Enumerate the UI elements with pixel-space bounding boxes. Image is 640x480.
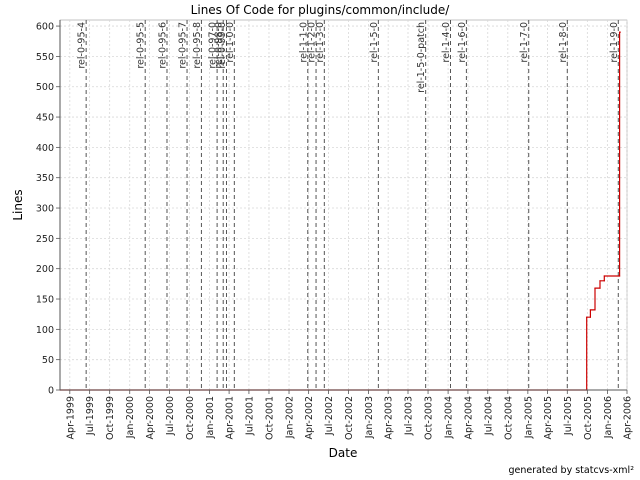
x-tick-label: Jul-2001 [244,396,255,436]
y-tick-label: 200 [36,264,54,275]
release-tag-label: rel-1-7-0 [519,22,530,63]
data-point [589,316,591,318]
x-tick-label: Oct-2005 [583,396,594,440]
release-tag-label: rel-0-98-0 [214,22,225,69]
release-tags: rel-0-95-4 rel-0-95-5 rel-0-95-6 rel-0-95-7… [77,20,620,390]
data-point [603,280,605,282]
x-tick-label: Jul-2005 [563,396,574,436]
x-tick-label: Jan-2006 [603,396,614,439]
data-point [619,31,621,33]
chart-title: Lines Of Code for plugins/common/include… [191,3,451,17]
y-tick-label: 500 [36,82,54,93]
x-tick-label: Apr-1999 [65,396,76,439]
x-tick-label: Apr-2002 [304,396,315,439]
plot-area [59,19,628,391]
y-tick-label: 0 [48,386,54,397]
x-tick-label: Oct-2003 [424,396,435,440]
release-tag-label: rel-1-8-0 [558,22,569,63]
data-point [599,280,601,282]
y-tick-label: 100 [36,325,54,336]
release-tag-label: rel-1-3-0 [315,22,326,63]
footer-credit: generated by statcvs-xml² [508,465,634,476]
release-tag-label: rel-1-2-0 [307,22,318,63]
x-tick-label: Apr-2006 [623,396,634,439]
x-tick-label: Oct-2004 [503,396,514,440]
x-tick-label: Oct-1999 [105,396,116,440]
release-tag-label: rel-1-9-0 [609,22,620,63]
release-tag-label: rel-0-99-0 [217,22,228,69]
release-tag-label: rel-1-4-0 [441,22,452,63]
release-tag-label: rel-0-95-4 [77,22,88,69]
x-axis-label: Date [329,446,358,460]
release-tag-label: rel-0-95-6 [157,22,168,69]
y-tick-label: 50 [42,355,54,366]
release-tag-label: rel-1-5-0-patch [416,22,427,93]
y-tick-label: 150 [36,295,54,306]
x-tick-label: Jul-2002 [324,396,335,436]
data-point [618,275,621,277]
release-tag-label: rel-1-1-0 [298,22,309,63]
data-point [599,287,601,289]
release-tag-label: rel-1-0-0 [225,22,236,63]
x-tick-label: Oct-2000 [185,396,196,440]
x-tick-label: Jul-1999 [85,396,96,436]
release-tag-label: rel-1-5-0 [369,22,380,63]
y-axis: 0 50 100 150 200 250 300 350 400 450 500 550 600 [36,20,61,397]
x-tick-label: Jan-2004 [444,396,455,439]
y-tick-label: 350 [36,173,54,184]
release-tag-label: rel-0-97-0 [208,22,219,69]
data-point [603,275,605,277]
y-tick-label: 450 [36,113,54,124]
release-tag-label: rel-1-6-0 [457,22,468,63]
x-tick-label: Apr-2000 [145,396,156,439]
x-tick-label: Jan-2000 [125,396,136,439]
x-tick-label: Apr-2003 [384,396,395,439]
y-tick-label: 400 [36,143,54,154]
data-point [589,309,591,311]
x-tick-label: Oct-2001 [264,396,275,440]
y-tick-label: 550 [36,52,54,63]
release-tag-label: rel-0-95-8 [192,22,203,69]
x-axis: Apr-1999 Jul-1999 Oct-1999 Jan-2000 Apr-2000… [60,389,634,440]
x-tick-label: Jul-2003 [404,396,415,436]
x-tick-label: Jul-2004 [483,396,494,436]
x-tick-label: Oct-2002 [344,396,355,440]
release-tag-label: rel-0-95-5 [136,22,147,69]
x-tick-label: Jan-2001 [205,396,216,439]
y-tick-label: 250 [36,234,54,245]
y-axis-label: Lines [11,189,25,220]
data-point [586,316,588,318]
y-tick-label: 600 [36,22,54,33]
x-tick-label: Jan-2005 [523,396,534,439]
x-tick-label: Apr-2005 [543,396,554,439]
data-point [594,287,596,289]
data-point [594,309,596,311]
release-tag-label: rel-0-95-7 [178,22,189,69]
x-tick-label: Jan-2002 [285,396,296,439]
x-tick-label: Apr-2004 [463,396,474,439]
x-tick-label: Apr-2001 [225,396,236,439]
y-tick-label: 300 [36,204,54,215]
x-tick-label: Jul-2000 [165,396,176,436]
series-line [60,31,621,391]
x-tick-label: Jan-2003 [364,396,375,439]
